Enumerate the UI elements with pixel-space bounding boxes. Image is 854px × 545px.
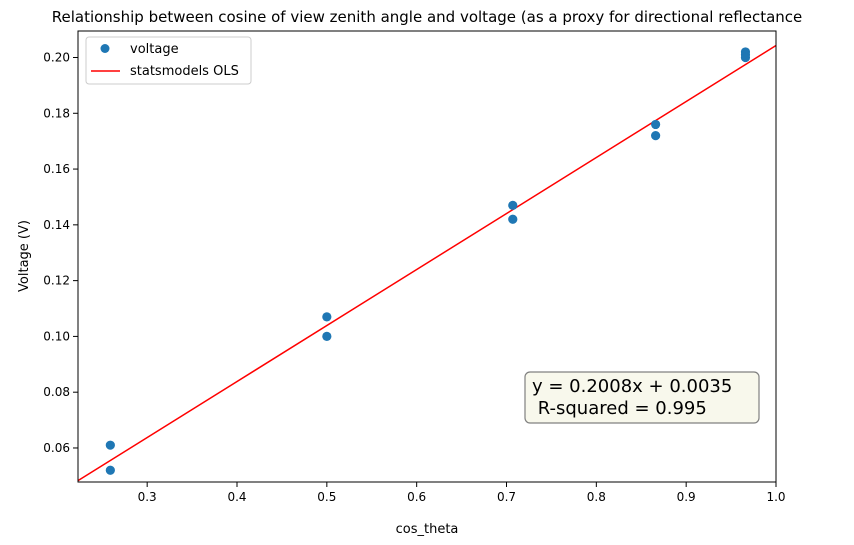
- y-tick-label: 0.08: [43, 385, 70, 399]
- y-tick-label: 0.10: [43, 329, 70, 343]
- data-point: [105, 440, 115, 450]
- equation-annotation: y = 0.2008x + 0.0035 R-squared = 0.995: [524, 371, 760, 424]
- data-point: [508, 214, 518, 224]
- x-tick-label: 1.0: [766, 490, 785, 504]
- x-tick-label: 0.3: [138, 490, 157, 504]
- y-tick-label: 0.20: [43, 50, 70, 64]
- data-point: [508, 200, 518, 210]
- y-tick-label: 0.18: [43, 106, 70, 120]
- y-tick-label: 0.16: [43, 162, 70, 176]
- annotation-r-squared: R-squared = 0.995: [532, 398, 707, 419]
- x-tick-label: 0.7: [497, 490, 516, 504]
- x-tick-label: 0.4: [227, 490, 246, 504]
- x-axis-label: cos_theta: [396, 522, 459, 537]
- legend-marker-voltage: [100, 44, 110, 53]
- legend: voltage statsmodels OLS: [85, 36, 252, 85]
- x-tick-label: 0.9: [677, 490, 696, 504]
- plot-frame: [77, 30, 777, 483]
- y-tick-label: 0.12: [43, 274, 70, 288]
- y-tick-label: 0.14: [43, 218, 70, 232]
- chart-title: Relationship between cosine of view zeni…: [52, 8, 803, 26]
- data-point: [105, 465, 115, 475]
- data-point: [651, 130, 661, 141]
- data-point: [322, 312, 332, 322]
- x-tick-label: 0.5: [317, 490, 336, 504]
- data-point: [740, 52, 751, 63]
- data-point: [651, 119, 661, 130]
- ols-line: [78, 44, 776, 482]
- annotation-equation: y = 0.2008x + 0.0035: [532, 376, 732, 397]
- x-tick-label: 0.8: [587, 490, 606, 504]
- legend-label-ols: statsmodels OLS: [130, 64, 239, 79]
- y-axis-label: Voltage (V): [17, 220, 32, 292]
- legend-label-voltage: voltage: [130, 42, 179, 57]
- annotation-box: [524, 371, 760, 424]
- legend-box: [85, 36, 252, 85]
- data-point: [322, 331, 332, 342]
- x-tick-label: 0.6: [407, 490, 426, 504]
- y-tick-label: 0.06: [43, 441, 70, 455]
